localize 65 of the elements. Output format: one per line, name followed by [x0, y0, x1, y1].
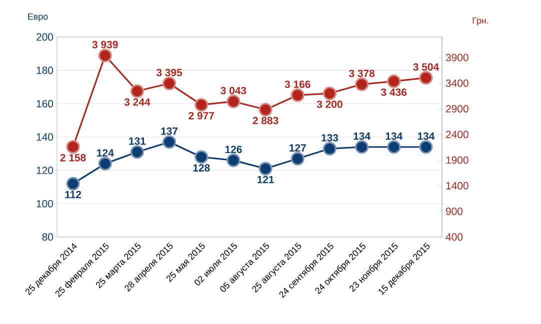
point	[419, 71, 433, 85]
point	[226, 94, 240, 108]
y2-tick-label: 2400	[446, 130, 468, 138]
data-label: 137	[161, 127, 178, 135]
y-tick-label: 200	[36, 33, 54, 41]
y2-tick-label: 1400	[446, 182, 468, 190]
point	[290, 152, 304, 166]
point	[258, 102, 272, 116]
y-tick-label: 120	[36, 166, 54, 174]
data-label: 3 395	[156, 68, 182, 76]
data-label: 3 378	[348, 70, 375, 78]
data-label: 121	[257, 176, 274, 184]
point	[194, 150, 208, 164]
point	[355, 78, 369, 92]
point	[162, 135, 176, 149]
y-axis-title: Евро	[28, 13, 48, 22]
data-label: 2 977	[188, 112, 214, 120]
data-label: 3 436	[381, 88, 407, 96]
y2-tick-label: 2900	[446, 105, 468, 113]
data-label: 3 043	[220, 86, 246, 94]
y2-tick-label: 3900	[446, 54, 468, 62]
point	[322, 86, 336, 100]
data-label: 126	[225, 146, 242, 154]
y2-tick-label: 3400	[446, 79, 468, 87]
y-tick-label: 180	[36, 66, 54, 74]
y2-axis-title: Грн.	[472, 17, 488, 26]
point	[98, 156, 112, 170]
data-label: 127	[290, 144, 306, 152]
y-tick-label: 80	[42, 233, 54, 241]
data-label: 134	[354, 132, 370, 140]
data-label: 134	[386, 132, 403, 140]
point	[355, 140, 369, 154]
y-tick-label: 100	[36, 200, 54, 208]
point	[130, 145, 144, 159]
point	[162, 76, 176, 90]
data-label: 3 244	[124, 98, 150, 106]
data-label: 3 200	[316, 100, 342, 108]
point	[387, 74, 401, 88]
point	[226, 154, 240, 168]
data-label: 2 883	[252, 116, 278, 124]
point	[194, 98, 208, 112]
data-label: 124	[97, 149, 114, 156]
point	[66, 140, 80, 154]
point	[130, 84, 144, 98]
data-label: 3 939	[92, 40, 118, 48]
data-label: 131	[129, 137, 146, 145]
data-label: 2 158	[60, 154, 86, 162]
data-label: 134	[418, 132, 435, 140]
point	[322, 142, 336, 156]
point	[387, 140, 401, 154]
data-label: 112	[65, 190, 82, 198]
y2-tick-label: 1900	[446, 156, 468, 164]
point	[258, 162, 272, 176]
y-tick-label: 160	[36, 100, 54, 108]
y-tick-label: 140	[36, 133, 54, 141]
data-label: 3 166	[284, 80, 310, 88]
data-label: 3 504	[413, 63, 439, 71]
point	[98, 48, 112, 62]
point	[419, 140, 433, 154]
point	[66, 176, 80, 190]
data-label: 128	[193, 164, 210, 172]
data-label: 133	[322, 134, 338, 142]
point	[290, 88, 304, 102]
y2-tick-label: 400	[446, 233, 463, 241]
y2-tick-label: 900	[446, 208, 463, 216]
